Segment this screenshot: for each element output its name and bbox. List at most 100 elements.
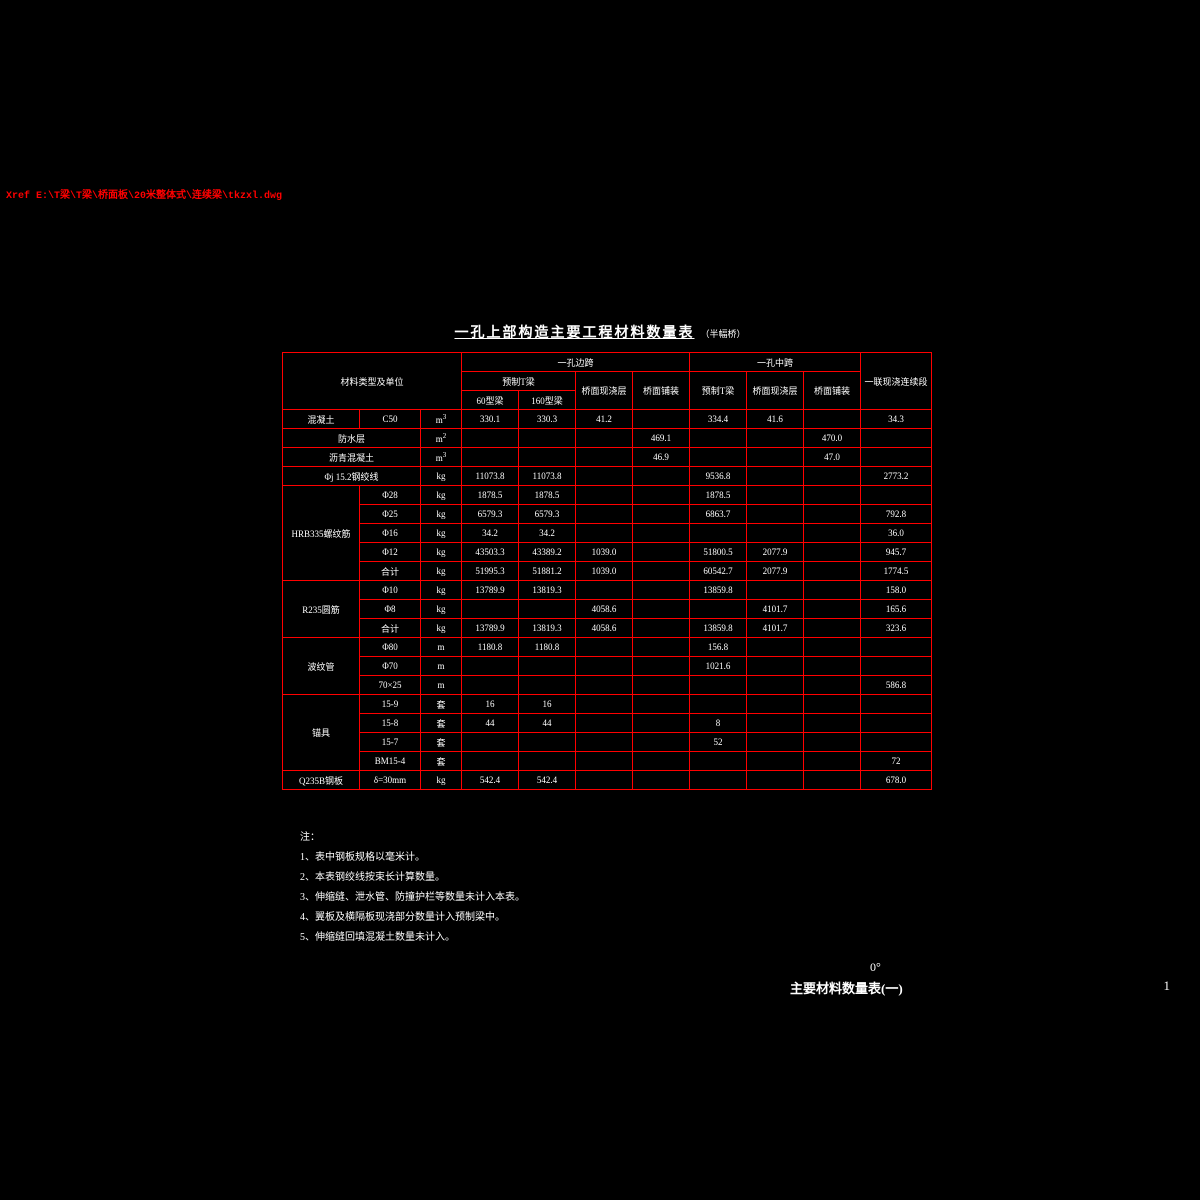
table-cell: 13789.9 bbox=[462, 581, 519, 600]
table-cell bbox=[747, 429, 804, 448]
table-cell: 2773.2 bbox=[861, 467, 932, 486]
table-cell: Φ28 bbox=[360, 486, 421, 505]
table-cell bbox=[633, 600, 690, 619]
table-cell: 334.4 bbox=[690, 410, 747, 429]
table-cell bbox=[462, 676, 519, 695]
table-cell: BM15-4 bbox=[360, 752, 421, 771]
table-cell: 52 bbox=[690, 733, 747, 752]
table-row: 波纹管Φ80m1180.81180.8156.8 bbox=[283, 638, 932, 657]
table-cell bbox=[462, 733, 519, 752]
table-cell: 542.4 bbox=[519, 771, 576, 790]
note-item: 5、伸缩缝回填混凝土数量未计入。 bbox=[300, 928, 525, 948]
table-cell bbox=[633, 505, 690, 524]
table-cell: 1878.5 bbox=[690, 486, 747, 505]
table-cell: 330.1 bbox=[462, 410, 519, 429]
table-cell: kg bbox=[421, 771, 462, 790]
table-row: Φ70m1021.6 bbox=[283, 657, 932, 676]
table-cell: 51881.2 bbox=[519, 562, 576, 581]
title-block: 一孔上部构造主要工程材料数量表（半幅桥） bbox=[0, 322, 1200, 342]
table-cell: m bbox=[421, 657, 462, 676]
table-cell: Φ8 bbox=[360, 600, 421, 619]
table-cell: 34.2 bbox=[519, 524, 576, 543]
table-cell: 混凝土 bbox=[283, 410, 360, 429]
table-cell: R235圆筋 bbox=[283, 581, 360, 638]
table-cell bbox=[633, 524, 690, 543]
table-cell: Φj 15.2钢绞线 bbox=[283, 467, 421, 486]
table-cell bbox=[633, 619, 690, 638]
table-cell bbox=[804, 543, 861, 562]
table-cell bbox=[576, 714, 633, 733]
table-row: 混凝土C50m3330.1330.341.2334.441.634.3 bbox=[283, 410, 932, 429]
table-cell: 6579.3 bbox=[519, 505, 576, 524]
table-cell: Φ80 bbox=[360, 638, 421, 657]
table-cell bbox=[861, 695, 932, 714]
table-cell bbox=[690, 771, 747, 790]
table-cell bbox=[462, 448, 519, 467]
table-cell: 15-8 bbox=[360, 714, 421, 733]
table-cell bbox=[576, 733, 633, 752]
note-item: 1、表中钢板规格以毫米计。 bbox=[300, 848, 525, 868]
table-cell: 13859.8 bbox=[690, 619, 747, 638]
table-cell bbox=[633, 752, 690, 771]
table-cell: 预制T梁 bbox=[462, 372, 576, 391]
table-cell bbox=[690, 695, 747, 714]
table-cell: 16 bbox=[519, 695, 576, 714]
table-cell bbox=[804, 505, 861, 524]
table-row: Φ16kg34.234.236.0 bbox=[283, 524, 932, 543]
table-cell: kg bbox=[421, 619, 462, 638]
table-cell bbox=[804, 562, 861, 581]
table-cell bbox=[519, 733, 576, 752]
table-cell: m bbox=[421, 676, 462, 695]
table-cell: 44 bbox=[462, 714, 519, 733]
table-cell: 套 bbox=[421, 695, 462, 714]
table-cell: 合计 bbox=[360, 619, 421, 638]
table-cell: 材料类型及单位 bbox=[283, 353, 462, 410]
table-cell: 4101.7 bbox=[747, 600, 804, 619]
table-row: 15-8套44448 bbox=[283, 714, 932, 733]
table-cell: 542.4 bbox=[462, 771, 519, 790]
table-cell bbox=[804, 771, 861, 790]
footer-title: 主要材料数量表(一) bbox=[790, 978, 903, 997]
table-cell: 套 bbox=[421, 733, 462, 752]
table-cell: 11073.8 bbox=[519, 467, 576, 486]
table-cell bbox=[462, 657, 519, 676]
table-cell: kg bbox=[421, 562, 462, 581]
table-cell: 469.1 bbox=[633, 429, 690, 448]
table-cell: 70×25 bbox=[360, 676, 421, 695]
table-row: 防水层m2469.1470.0 bbox=[283, 429, 932, 448]
table-cell: 46.9 bbox=[633, 448, 690, 467]
note-item: 2、本表钢绞线按束长计算数量。 bbox=[300, 868, 525, 888]
table-cell: Φ16 bbox=[360, 524, 421, 543]
table-cell: 15-9 bbox=[360, 695, 421, 714]
table-cell: 13859.8 bbox=[690, 581, 747, 600]
table-cell: 323.6 bbox=[861, 619, 932, 638]
table-cell: 158.0 bbox=[861, 581, 932, 600]
table-cell bbox=[690, 448, 747, 467]
table-cell: m bbox=[421, 638, 462, 657]
table-cell: 160型梁 bbox=[519, 391, 576, 410]
table-cell: δ=30mm bbox=[360, 771, 421, 790]
table-row: 70×25m586.8 bbox=[283, 676, 932, 695]
material-table-wrap: 材料类型及单位一孔边跨一孔中跨一联现浇连续段预制T梁桥面现浇层桥面铺装预制T梁桥… bbox=[282, 352, 932, 790]
table-cell: 桥面铺装 bbox=[804, 372, 861, 410]
table-cell: kg bbox=[421, 581, 462, 600]
table-cell bbox=[576, 448, 633, 467]
table-cell bbox=[747, 638, 804, 657]
table-cell: 1774.5 bbox=[861, 562, 932, 581]
table-cell bbox=[804, 657, 861, 676]
table-cell: 桥面现浇层 bbox=[747, 372, 804, 410]
note-item: 4、翼板及横隔板现浇部分数量计入预制梁中。 bbox=[300, 908, 525, 928]
table-row: 沥青混凝土m346.947.0 bbox=[283, 448, 932, 467]
table-cell: 1180.8 bbox=[462, 638, 519, 657]
table-cell bbox=[576, 524, 633, 543]
table-cell: 一孔中跨 bbox=[690, 353, 861, 372]
table-cell: 72 bbox=[861, 752, 932, 771]
table-cell: 13819.3 bbox=[519, 581, 576, 600]
table-cell bbox=[519, 448, 576, 467]
table-cell: 6579.3 bbox=[462, 505, 519, 524]
table-cell: kg bbox=[421, 486, 462, 505]
title-sub: （半幅桥） bbox=[700, 329, 745, 339]
table-cell bbox=[861, 733, 932, 752]
table-cell bbox=[633, 676, 690, 695]
table-cell: m3 bbox=[421, 410, 462, 429]
